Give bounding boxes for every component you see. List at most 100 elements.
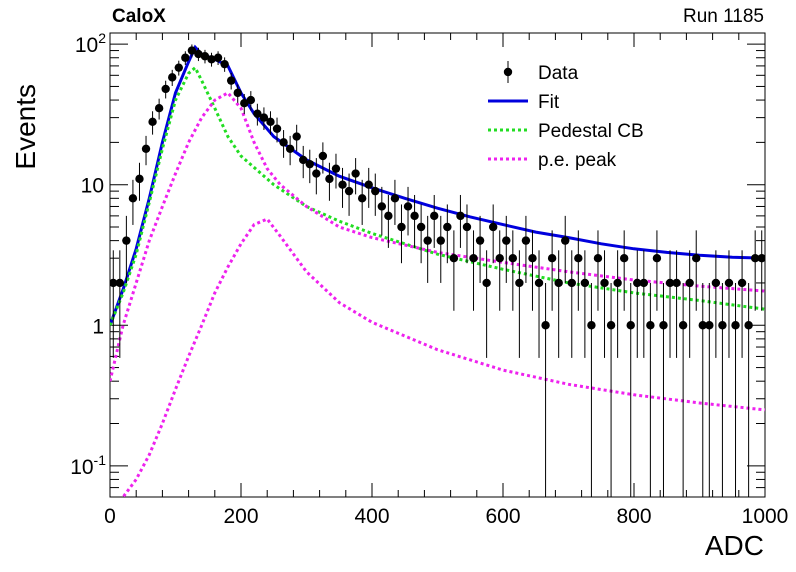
data-point bbox=[181, 53, 190, 62]
data-point bbox=[541, 321, 550, 330]
data-point bbox=[122, 236, 131, 245]
data-point bbox=[692, 253, 701, 263]
x-tick-label: 200 bbox=[223, 505, 258, 528]
data-point bbox=[443, 222, 452, 232]
data-point bbox=[397, 222, 406, 232]
x-axis-label: ADC bbox=[704, 530, 764, 561]
data-point bbox=[534, 278, 544, 288]
data-point bbox=[141, 144, 151, 154]
data-point bbox=[207, 55, 216, 64]
data-point bbox=[292, 132, 301, 141]
data-point bbox=[253, 109, 262, 118]
data-point bbox=[279, 138, 288, 147]
data-point bbox=[482, 278, 491, 288]
data-point bbox=[724, 278, 734, 288]
data-point bbox=[495, 253, 504, 263]
data-point bbox=[574, 253, 583, 263]
data-point bbox=[194, 49, 203, 59]
data-point bbox=[259, 113, 269, 122]
plot-frame bbox=[109, 32, 766, 498]
legend-label: p.e. peak bbox=[538, 150, 617, 171]
data-point bbox=[403, 202, 413, 211]
data-point bbox=[246, 95, 256, 105]
data-point bbox=[705, 321, 714, 330]
data-point bbox=[220, 59, 229, 69]
data-point bbox=[678, 321, 688, 330]
data-point bbox=[633, 278, 642, 288]
data-point bbox=[351, 169, 360, 178]
data-point bbox=[331, 164, 341, 173]
data-point bbox=[731, 321, 740, 330]
data-point bbox=[272, 124, 282, 133]
data-point bbox=[600, 278, 609, 288]
data-point bbox=[187, 46, 197, 55]
y-tick-label: 1 bbox=[92, 315, 104, 338]
data-point bbox=[606, 321, 616, 330]
data-point bbox=[456, 211, 465, 221]
data-point bbox=[344, 186, 354, 196]
series-line-4 bbox=[120, 217, 765, 497]
series-line-3 bbox=[110, 90, 765, 382]
data-point bbox=[240, 98, 249, 108]
data-point bbox=[521, 236, 531, 245]
data-point bbox=[652, 253, 662, 263]
x-tick-label: 800 bbox=[616, 505, 651, 528]
data-point bbox=[285, 144, 295, 154]
data-point bbox=[711, 278, 721, 288]
y-tick-label: 10-1 bbox=[70, 452, 106, 479]
data-point bbox=[110, 278, 118, 288]
data-point bbox=[475, 236, 485, 245]
x-tick-label: 1000 bbox=[742, 505, 789, 528]
data-point bbox=[449, 253, 459, 263]
data-point bbox=[135, 174, 144, 184]
data-point bbox=[312, 169, 321, 178]
data-point bbox=[502, 236, 511, 245]
data-point bbox=[718, 321, 727, 330]
data-point bbox=[469, 253, 478, 263]
legend-label: Pedestal CB bbox=[538, 121, 644, 142]
data-point bbox=[226, 76, 236, 85]
data-point bbox=[174, 63, 183, 72]
data-point bbox=[508, 253, 518, 263]
data-point bbox=[266, 117, 275, 127]
data-point bbox=[299, 155, 308, 165]
data-point bbox=[154, 104, 164, 113]
data-point bbox=[462, 222, 472, 232]
data-point bbox=[377, 202, 387, 211]
x-tick-label: 600 bbox=[485, 505, 520, 528]
legend-label: Data bbox=[538, 63, 579, 84]
data-point bbox=[685, 278, 694, 288]
data-point bbox=[744, 321, 753, 330]
data-point bbox=[338, 180, 347, 189]
data-point bbox=[148, 117, 157, 127]
data-point bbox=[626, 321, 635, 330]
data-point bbox=[757, 253, 765, 263]
data-point bbox=[423, 236, 432, 245]
data-point bbox=[515, 278, 524, 288]
data-point bbox=[410, 211, 419, 221]
data-point bbox=[168, 73, 177, 82]
data-point bbox=[233, 88, 242, 98]
data-point bbox=[390, 194, 400, 203]
data-point bbox=[318, 151, 328, 161]
data-point bbox=[567, 278, 576, 288]
x-tick-label: 400 bbox=[354, 505, 389, 528]
data-point bbox=[659, 321, 668, 330]
data-point bbox=[213, 53, 223, 62]
data-point bbox=[547, 253, 557, 263]
data-point bbox=[128, 194, 138, 203]
series-line-2 bbox=[110, 65, 765, 326]
data-point bbox=[587, 321, 596, 330]
data-point bbox=[698, 321, 707, 330]
data-point bbox=[672, 278, 681, 288]
data-point bbox=[436, 236, 445, 245]
data-point bbox=[161, 84, 170, 94]
data-point bbox=[488, 222, 498, 232]
data-point bbox=[639, 278, 649, 288]
data-point bbox=[613, 278, 622, 288]
legend-marker bbox=[503, 67, 513, 77]
data-point bbox=[364, 180, 373, 189]
data-point bbox=[580, 278, 590, 288]
data-point bbox=[416, 222, 426, 232]
